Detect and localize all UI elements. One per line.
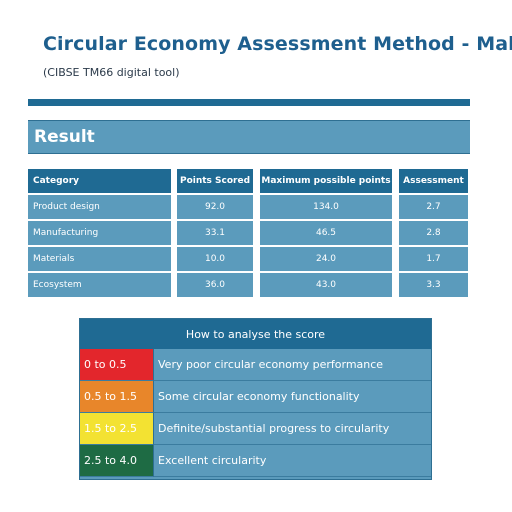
- result-band: Result: [28, 120, 470, 154]
- table-cell-category: Manufacturing: [28, 221, 171, 245]
- score-legend: How to analyse the score 0 to 0.5 Very p…: [79, 318, 432, 480]
- table-cell-category: Materials: [28, 247, 171, 271]
- column-header-category: Category: [28, 169, 171, 193]
- column-header-max-points: Maximum possible points: [260, 169, 392, 193]
- table-cell-points: 10.0: [177, 247, 253, 271]
- legend-range-substantial: 1.5 to 2.5: [80, 413, 153, 445]
- table-cell-max: 46.5: [260, 221, 392, 245]
- column-header-points-scored: Points Scored: [177, 169, 253, 193]
- result-heading: Result: [34, 127, 95, 147]
- header-bar: [28, 99, 470, 106]
- table-cell-assessment: 2.8: [399, 221, 468, 245]
- table-cell-points: 33.1: [177, 221, 253, 245]
- table-cell-max: 134.0: [260, 195, 392, 219]
- legend-title: How to analyse the score: [80, 319, 431, 349]
- table-cell-assessment: 1.7: [399, 247, 468, 271]
- table-cell-assessment: 2.7: [399, 195, 468, 219]
- legend-description-some: Some circular economy functionality: [153, 381, 431, 413]
- page-subtitle: (CIBSE TM66 digital tool): [43, 66, 180, 79]
- legend-range-some: 0.5 to 1.5: [80, 381, 153, 413]
- table-cell-category: Product design: [28, 195, 171, 219]
- table-cell-points: 36.0: [177, 273, 253, 297]
- legend-description-very-poor: Very poor circular economy performance: [153, 349, 431, 381]
- table-cell-assessment: 3.3: [399, 273, 468, 297]
- legend-description-excellent: Excellent circularity: [153, 445, 431, 477]
- column-header-assessment: Assessment: [399, 169, 468, 193]
- table-cell-max: 43.0: [260, 273, 392, 297]
- legend-range-excellent: 2.5 to 4.0: [80, 445, 153, 477]
- legend-description-substantial: Definite/substantial progress to circula…: [153, 413, 431, 445]
- page-title: Circular Economy Assessment Method - Mak…: [43, 33, 512, 55]
- table-cell-category: Ecosystem: [28, 273, 171, 297]
- legend-range-very-poor: 0 to 0.5: [80, 349, 153, 381]
- table-cell-points: 92.0: [177, 195, 253, 219]
- table-cell-max: 24.0: [260, 247, 392, 271]
